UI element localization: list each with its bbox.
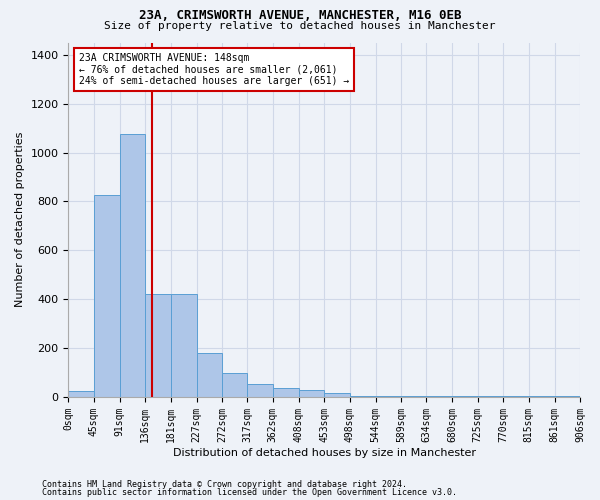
Text: Size of property relative to detached houses in Manchester: Size of property relative to detached ho…: [104, 21, 496, 31]
Bar: [401, 396, 427, 397]
Bar: [376, 396, 401, 397]
Bar: [350, 396, 376, 397]
Text: Contains public sector information licensed under the Open Government Licence v3: Contains public sector information licen…: [42, 488, 457, 497]
Bar: [68, 391, 94, 397]
Text: 23A, CRIMSWORTH AVENUE, MANCHESTER, M16 0EB: 23A, CRIMSWORTH AVENUE, MANCHESTER, M16 …: [139, 9, 461, 22]
Bar: [478, 396, 503, 397]
Bar: [145, 294, 170, 397]
Bar: [247, 384, 273, 397]
Text: Contains HM Land Registry data © Crown copyright and database right 2024.: Contains HM Land Registry data © Crown c…: [42, 480, 407, 489]
Bar: [170, 294, 197, 397]
Bar: [299, 390, 324, 397]
Bar: [120, 134, 145, 397]
Bar: [529, 396, 554, 397]
Bar: [427, 396, 452, 397]
Bar: [324, 392, 350, 397]
Bar: [273, 388, 299, 397]
Bar: [222, 372, 247, 397]
Bar: [503, 396, 529, 397]
Bar: [554, 396, 580, 397]
Bar: [452, 396, 478, 397]
Text: 23A CRIMSWORTH AVENUE: 148sqm
← 76% of detached houses are smaller (2,061)
24% o: 23A CRIMSWORTH AVENUE: 148sqm ← 76% of d…: [79, 53, 349, 86]
Y-axis label: Number of detached properties: Number of detached properties: [15, 132, 25, 308]
Bar: [197, 353, 222, 397]
X-axis label: Distribution of detached houses by size in Manchester: Distribution of detached houses by size …: [173, 448, 476, 458]
Bar: [94, 196, 120, 397]
